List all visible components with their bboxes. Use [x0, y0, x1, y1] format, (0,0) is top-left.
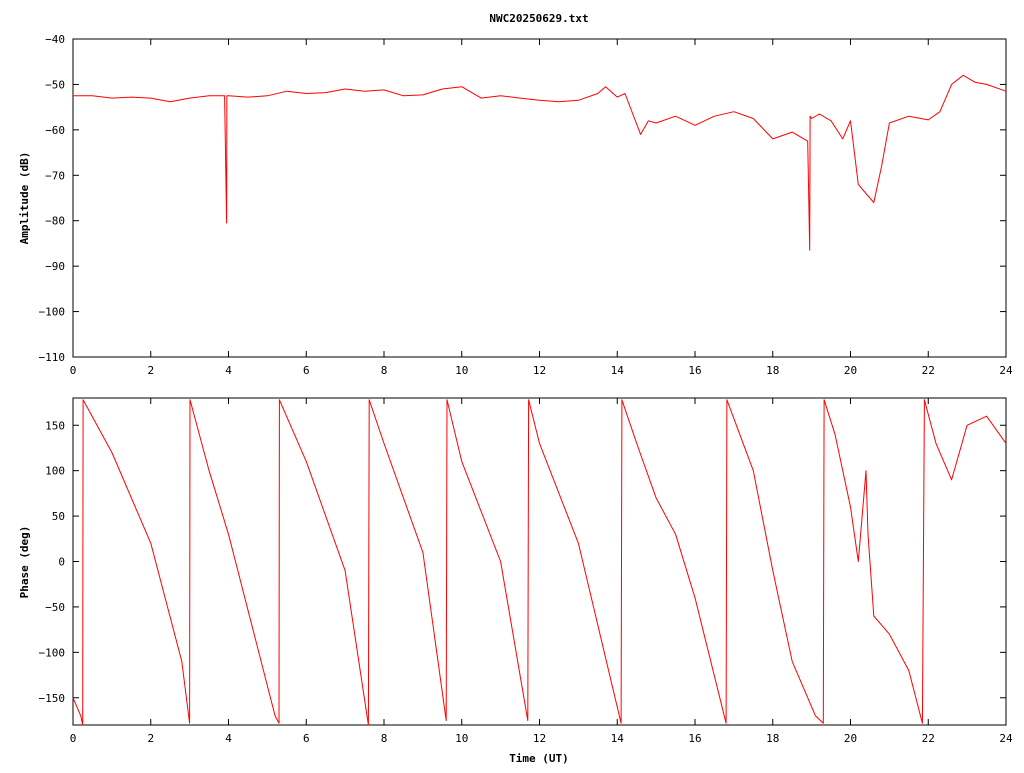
amplitude-x-tick-label: 22 [922, 364, 935, 377]
phase-x-tick-label: 14 [611, 732, 625, 745]
phase-x-tick-label: 10 [455, 732, 468, 745]
amplitude-x-tick-label: 8 [381, 364, 388, 377]
amplitude-y-tick-label: −40 [45, 33, 65, 46]
phase-x-tick-label: 4 [225, 732, 232, 745]
phase-series-line [72, 399, 1007, 726]
amplitude-y-tick-label: −110 [39, 351, 66, 364]
amplitude-x-tick-label: 4 [225, 364, 232, 377]
amplitude-y-axis-label: Amplitude (dB) [18, 152, 31, 245]
phase-y-axis-label: Phase (deg) [18, 526, 31, 599]
amplitude-y-tick-label: −60 [45, 124, 65, 137]
amplitude-y-tick-label: −70 [45, 169, 65, 182]
amplitude-x-tick-label: 0 [70, 364, 77, 377]
phase-x-tick-label: 22 [922, 732, 935, 745]
phase-x-axis-label: Time (UT) [509, 752, 569, 765]
amplitude-y-tick-label: −80 [45, 215, 65, 228]
phase-y-tick-label: −100 [39, 646, 66, 659]
chart-title: NWC20250629.txt [489, 12, 588, 25]
phase-plot-frame [72, 397, 1007, 726]
amplitude-y-tick-label: −50 [45, 78, 65, 91]
phase-plot: Phase (deg) Time (UT) 0 2 4 6 8 10 12 14 16 18 20 2… [18, 397, 1013, 765]
amplitude-x-tick-label: 18 [766, 364, 779, 377]
phase-x-tick-label: 16 [688, 732, 701, 745]
amplitude-y-tick-label: −100 [39, 306, 66, 319]
phase-y-tick-label: −150 [39, 692, 66, 705]
phase-x-tick-label: 6 [303, 732, 310, 745]
amplitude-x-tick-label: 12 [533, 364, 546, 377]
phase-y-tick-label: 50 [52, 510, 65, 523]
phase-y-tick-label: 100 [45, 465, 65, 478]
phase-y-tick-label: 0 [58, 556, 65, 569]
phase-x-tick-label: 12 [533, 732, 546, 745]
amplitude-x-tick-label: 6 [303, 364, 310, 377]
amplitude-x-tick-label: 10 [455, 364, 468, 377]
phase-x-tick-label: 18 [766, 732, 779, 745]
amplitude-series-line [73, 74, 1007, 251]
amplitude-y-tick-label: −90 [45, 260, 65, 273]
phase-x-tick-label: 8 [381, 732, 388, 745]
phase-y-tick-label: 150 [45, 419, 65, 432]
amplitude-plot: Amplitude (dB) 0 2 4 6 8 10 12 14 16 18 20 22 24−110… [18, 33, 1013, 377]
amplitude-x-tick-label: 2 [147, 364, 154, 377]
amplitude-x-tick-label: 14 [611, 364, 625, 377]
phase-x-tick-label: 24 [999, 732, 1013, 745]
amplitude-x-tick-label: 16 [688, 364, 701, 377]
phase-x-tick-label: 2 [147, 732, 154, 745]
amplitude-x-tick-label: 20 [844, 364, 857, 377]
phase-x-tick-label: 0 [70, 732, 77, 745]
phase-y-tick-label: −50 [45, 601, 65, 614]
amplitude-plot-frame [72, 38, 1007, 358]
amplitude-x-tick-label: 24 [999, 364, 1013, 377]
phase-x-tick-label: 20 [844, 732, 857, 745]
